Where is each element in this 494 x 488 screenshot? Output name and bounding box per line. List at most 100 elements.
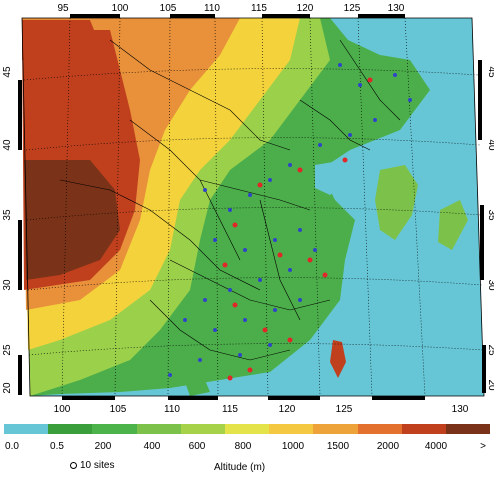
- site-marker: [203, 188, 207, 192]
- site-marker: [257, 182, 263, 188]
- bottom-tick-label: 110: [164, 404, 180, 415]
- right-tick-label: 45: [486, 66, 494, 78]
- color-swatch: [357, 424, 402, 434]
- legend-label: 0.5: [50, 441, 64, 452]
- right-tick-label: 40: [486, 139, 494, 151]
- sites-legend: 10 sites: [70, 460, 114, 471]
- sites-red: [222, 77, 373, 381]
- top-tick-label: 110: [204, 3, 220, 14]
- top-tick-label: 105: [160, 3, 177, 14]
- left-tick-label: 45: [2, 66, 13, 78]
- site-marker: [247, 367, 253, 373]
- site-marker: [227, 375, 233, 381]
- site-marker: [288, 163, 292, 167]
- site-marker: [262, 327, 268, 333]
- site-marker: [338, 63, 342, 67]
- site-marker: [243, 318, 247, 322]
- bottom-tick-label: 130: [452, 404, 469, 415]
- site-circle-icon: [70, 462, 77, 469]
- altitude-title: Altitude (m): [214, 462, 266, 473]
- left-tick-label: 35: [2, 209, 13, 221]
- site-marker: [232, 302, 238, 308]
- color-swatch: [445, 424, 491, 434]
- left-tick-label: 40: [2, 139, 13, 151]
- site-marker: [318, 143, 322, 147]
- site-marker: [248, 193, 252, 197]
- site-marker: [297, 167, 303, 173]
- legend-label: 4000: [424, 441, 448, 452]
- color-swatch: [92, 424, 137, 434]
- top-tick-label: 115: [251, 3, 267, 14]
- land-japan: [438, 200, 468, 250]
- bohai-sea: [315, 160, 350, 195]
- top-tick-label: 120: [297, 3, 314, 14]
- site-marker: [408, 98, 412, 102]
- site-marker: [273, 238, 277, 242]
- top-tick-label: 100: [112, 3, 129, 14]
- site-marker: [288, 268, 292, 272]
- site-marker: [287, 337, 293, 343]
- site-marker: [393, 73, 397, 77]
- site-marker: [168, 373, 172, 377]
- site-marker: [342, 157, 348, 163]
- color-swatch: [136, 424, 181, 434]
- color-swatch: [313, 424, 358, 434]
- land-taiwan: [330, 340, 346, 378]
- bottom-tick-label: 115: [222, 404, 238, 415]
- site-marker: [243, 248, 247, 252]
- site-marker: [307, 257, 313, 263]
- site-marker: [213, 328, 217, 332]
- site-marker: [322, 272, 328, 278]
- site-marker: [358, 83, 362, 87]
- site-marker: [313, 248, 317, 252]
- site-marker: [238, 353, 242, 357]
- left-tick-label: 20: [2, 382, 13, 394]
- bottom-tick-label: 125: [336, 404, 353, 415]
- legend-label: 1000: [281, 441, 305, 452]
- right-axis: 45 40 35 30 25 20: [478, 60, 494, 393]
- bottom-tick-label: 120: [279, 404, 296, 415]
- left-axis: 45 40 35 30 25 20: [2, 66, 22, 395]
- bottom-tick-label: 100: [54, 404, 71, 415]
- sites-legend-label: 10 sites: [80, 460, 115, 471]
- site-marker: [268, 343, 272, 347]
- right-tick-label: 30: [486, 279, 494, 291]
- land-northwest-highland: [22, 20, 100, 70]
- color-swatch: [48, 424, 93, 434]
- site-marker: [367, 77, 373, 83]
- left-tick-label: 25: [2, 344, 13, 356]
- color-swatch: [224, 424, 270, 434]
- top-tick-label: 95: [57, 3, 69, 14]
- color-swatch: [180, 424, 225, 434]
- legend-label: 2000: [376, 441, 400, 452]
- site-marker: [298, 298, 302, 302]
- province-borders: [59, 39, 401, 361]
- land-hainan: [185, 380, 210, 396]
- site-marker: [228, 288, 232, 292]
- site-marker: [298, 228, 302, 232]
- left-tick-label: 30: [2, 279, 13, 291]
- sites-blue: [168, 63, 412, 377]
- altitude-color-scale: [4, 424, 491, 434]
- site-marker: [222, 262, 228, 268]
- site-marker: [198, 358, 202, 362]
- color-swatch: [401, 424, 446, 434]
- site-marker: [268, 178, 272, 182]
- site-marker: [183, 318, 187, 322]
- legend-label: 0.0: [5, 441, 19, 452]
- top-tick-label: 130: [388, 3, 405, 14]
- legend-label: 200: [94, 441, 112, 452]
- legend-label: 800: [234, 441, 252, 452]
- site-marker: [348, 133, 352, 137]
- right-tick-label: 25: [486, 344, 494, 356]
- legend-label: 400: [143, 441, 161, 452]
- graticule: [23, 17, 484, 397]
- map-frame-outline: [21, 17, 485, 397]
- bottom-axis: 100 105 110 115 120 125 130: [54, 396, 469, 415]
- site-marker: [277, 252, 283, 258]
- site-marker: [258, 278, 262, 282]
- land-highest: [24, 160, 120, 280]
- site-marker: [373, 118, 377, 122]
- top-tick-label: 125: [344, 3, 361, 14]
- color-swatch: [269, 424, 314, 434]
